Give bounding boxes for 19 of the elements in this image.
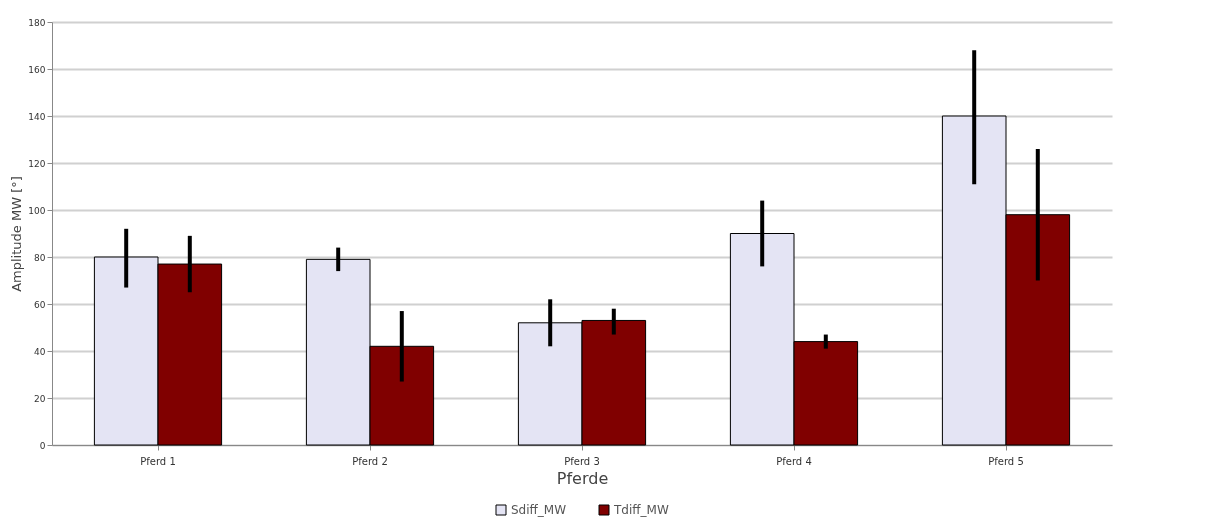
y-tick-label: 180	[28, 17, 46, 28]
x-tick-label: Pferd 4	[776, 455, 812, 467]
x-tick-label: Pferd 5	[988, 455, 1024, 467]
y-tick-label: 160	[28, 64, 46, 75]
y-tick-label: 0	[39, 440, 46, 451]
y-tick-label: 80	[34, 252, 46, 263]
legend-label: Tdiff_MW	[613, 503, 669, 517]
x-tick-label: Pferd 3	[564, 455, 600, 467]
x-tick-label: Pferd 1	[140, 455, 176, 467]
legend-label: Sdiff_MW	[511, 503, 567, 517]
y-tick-label: 120	[28, 158, 46, 169]
y-axis-title: Amplitude MW [°]	[9, 176, 25, 292]
y-tick-label: 40	[34, 346, 46, 357]
y-tick-label: 20	[34, 393, 46, 404]
y-tick-label: 140	[28, 111, 46, 122]
x-axis-title: Pferde	[556, 468, 609, 488]
y-tick-label: 60	[34, 299, 46, 310]
y-tick-label: 100	[28, 205, 46, 216]
x-tick-label: Pferd 2	[352, 455, 388, 467]
